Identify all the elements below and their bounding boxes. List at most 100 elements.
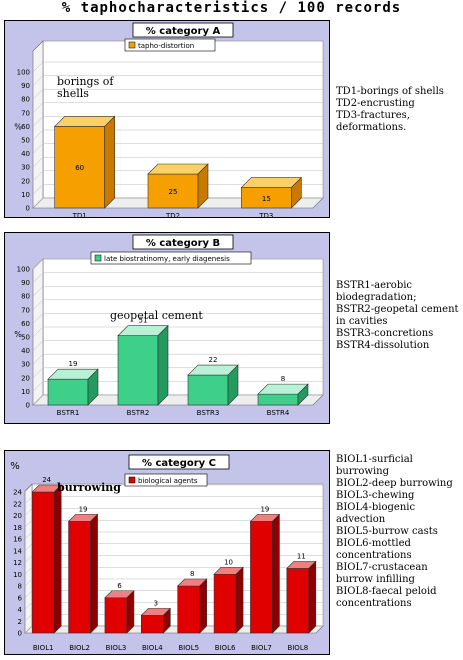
y-tick-label: 8 [18, 583, 22, 591]
description-item: BSTR3-concretions [336, 328, 434, 339]
gridline-side [32, 272, 44, 283]
x-tick-label: BIOL4 [142, 644, 163, 652]
y-tick-label: 60 [21, 123, 30, 131]
y-tick-label: 24 [13, 489, 22, 497]
bar-biol5 [176, 578, 208, 634]
gridline-side [24, 508, 33, 516]
x-tick-label: BIOL5 [178, 644, 199, 652]
x-tick-label: BSTR2 [127, 409, 150, 417]
data-label: 15 [262, 195, 271, 203]
x-tick-label: BIOL1 [33, 644, 54, 652]
data-label: 19 [79, 505, 88, 513]
description-item: BIOL5-burrow casts [336, 526, 438, 537]
bar-bstr1 [47, 368, 99, 406]
bar-front [141, 615, 164, 634]
chart-title: % category A [146, 26, 221, 37]
bar-biol2 [67, 513, 99, 634]
x-tick-label: BIOL8 [287, 644, 308, 652]
x-tick-label: BIOL6 [215, 644, 236, 652]
y-axis-label: % [14, 123, 22, 132]
y-tick-label: 70 [21, 109, 30, 117]
gridline-side [24, 625, 33, 634]
description-item: BIOL4-biogenic advection [336, 502, 416, 525]
gridline-side [32, 286, 44, 297]
gridline-side [32, 197, 44, 209]
y-tick-label: 20 [13, 512, 22, 520]
x-tick-label: BSTR4 [267, 409, 290, 417]
bar-side [53, 484, 62, 634]
chart-c-descriptions: BIOL1-surficial burrowing BIOL2-deep burr… [336, 454, 463, 610]
y-tick-label: 10 [21, 388, 30, 396]
description-item: BIOL8-faecal peloid concentrations [336, 586, 437, 609]
data-label: 19 [260, 505, 269, 513]
y-tick-label: 20 [21, 374, 30, 382]
chart-annotation: geopetal cement [110, 309, 203, 322]
bar-front [31, 491, 55, 634]
description-item: BIOL7-crustacean burrow infilling [336, 562, 428, 585]
gridline-side [24, 555, 33, 563]
chart-b-descriptions: BSTR1-aerobic biodegradation; BSTR2-geope… [336, 280, 463, 352]
bar-side [126, 590, 135, 634]
y-axis-label: % [14, 330, 22, 339]
x-tick-label: TD2 [165, 212, 180, 219]
gridline-side [24, 484, 33, 493]
y-tick-label: 90 [21, 82, 30, 90]
legend-swatch [128, 476, 136, 484]
y-tick-label: 12 [13, 559, 22, 567]
bar-side [308, 560, 317, 634]
bar-side [297, 383, 309, 406]
chart-panel-category-b: 0 10 20 30 40 50 60 70 80 90 100% % category B late … [4, 232, 330, 424]
gridline-side [32, 326, 44, 338]
legend-box [124, 473, 208, 487]
data-label: 24 [42, 476, 51, 484]
bar-front [117, 335, 159, 406]
x-tick-label: TD3 [258, 212, 273, 219]
plot-sidewall [32, 40, 44, 209]
bar-side [291, 176, 302, 209]
y-tick-label: 60 [21, 320, 30, 328]
bar-side [87, 368, 99, 406]
description-item: BIOL1-surficial burrowing [336, 454, 413, 477]
gridline-side [24, 578, 33, 587]
gridline-side [24, 543, 33, 551]
gridline-side [24, 520, 33, 528]
gridline-side [32, 313, 44, 324]
x-tick-label: TD1 [72, 212, 87, 219]
bar-bstr3 [187, 364, 239, 406]
gridline-side [24, 496, 33, 504]
bar-biol6 [213, 566, 244, 634]
x-tick-label: BIOL7 [251, 644, 272, 652]
gridline-side [32, 258, 44, 270]
y-tick-label: 10 [21, 191, 30, 199]
chart-title-box [128, 454, 230, 470]
gridline-side [32, 340, 44, 351]
y-tick-label: 80 [21, 96, 30, 104]
bar-side [235, 566, 244, 634]
gridline-side [32, 75, 44, 86]
gridline-side [32, 116, 44, 127]
gridline-side [32, 157, 44, 168]
bar-top [53, 116, 116, 127]
gridline-side [32, 367, 44, 378]
plot-sidewall [24, 483, 33, 634]
gridline-side [24, 602, 33, 610]
data-label: 8 [281, 375, 285, 383]
y-tick-label: 90 [21, 279, 30, 287]
data-label: 8 [190, 570, 194, 578]
description-item: BSTR1-aerobic biodegradation; [336, 280, 417, 303]
gridline-side [32, 89, 44, 100]
bar-biol4 [140, 607, 172, 634]
y-tick-label: 80 [21, 293, 30, 301]
x-tick-label: BIOL2 [69, 644, 90, 652]
legend-box [90, 251, 252, 265]
bar-front [177, 585, 200, 634]
bar-front [257, 393, 299, 406]
description-item: TD1-borings of shells [336, 86, 444, 97]
bar-side [197, 163, 209, 209]
gridline-side [24, 590, 33, 598]
y-axis-label: % [10, 461, 20, 472]
chart-panel-category-a: 0 10 20 30 40 50 60 70 80 90 100% % category A tapho… [4, 20, 330, 219]
y-tick-label: 40 [21, 347, 30, 355]
y-tick-label: 70 [21, 306, 30, 314]
